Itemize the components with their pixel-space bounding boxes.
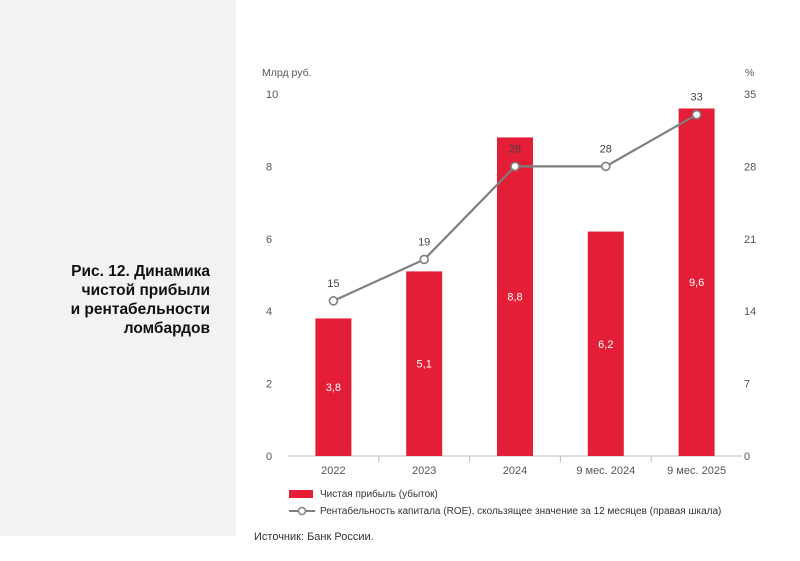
roe-line-series: 15 19 28 28 33 <box>327 92 703 306</box>
x-tick-label: 2022 <box>321 465 345 477</box>
bar <box>497 137 533 456</box>
bar <box>315 318 352 456</box>
roe-value-label: 15 <box>327 278 339 290</box>
y-right-tick-label: 21 <box>744 234 756 246</box>
x-tick-label: 2024 <box>503 465 527 477</box>
source-note: Источник: Банк России. <box>254 531 374 543</box>
caption-line: Рис. 12. Динамика <box>71 263 210 280</box>
y-left-tick-label: 2 <box>266 379 272 391</box>
legend-line-marker <box>297 506 307 516</box>
bar <box>587 231 624 456</box>
y-left-tick-label: 6 <box>266 234 272 246</box>
roe-value-label: 33 <box>690 92 702 104</box>
legend-line-label: Рентабельность капитала (ROE), скользяще… <box>320 505 721 517</box>
roe-point <box>691 109 702 120</box>
bar-value-label: 6,2 <box>598 339 613 351</box>
roe-point <box>510 161 520 172</box>
bar <box>678 108 715 456</box>
x-tick-label: 9 мес. 2025 <box>667 465 726 477</box>
bar-series: 3,8 5,1 8,8 6,2 9,6 <box>315 108 715 456</box>
caption-line: и рентабельности <box>70 301 210 318</box>
y-right-tick-label: 28 <box>744 161 756 173</box>
bar-value-label: 9,6 <box>689 277 704 289</box>
bar-value-label: 5,1 <box>417 359 432 371</box>
caption-line: чистой прибыли <box>81 282 210 299</box>
y-right-tick-label: 0 <box>744 451 750 463</box>
y-left-tick-label: 0 <box>266 451 272 463</box>
bar <box>406 271 443 456</box>
caption-line: ломбардов <box>123 320 210 337</box>
left-panel <box>0 0 236 536</box>
chart-legend: Чистая прибыль (убыток) Рентабельность ка… <box>289 488 721 517</box>
figure-caption: Рис. 12. Динамика чистой прибыли и рента… <box>71 262 210 338</box>
y-left-tick-label: 8 <box>266 161 272 173</box>
y-left-unit: Млрд руб. <box>262 67 312 79</box>
y-left-tick-label: 10 <box>266 89 278 101</box>
bar-value-label: 3,8 <box>326 382 341 394</box>
y-right-tick-label: 35 <box>744 89 756 101</box>
roe-point <box>419 254 430 265</box>
legend-bar-swatch <box>289 490 313 498</box>
roe-value-label: 28 <box>600 143 612 155</box>
bar-value-label: 8,8 <box>507 292 522 304</box>
roe-value-label: 19 <box>418 236 430 248</box>
y-right-unit: % <box>745 67 754 79</box>
roe-point <box>328 296 339 306</box>
y-left-tick-label: 4 <box>266 306 272 318</box>
y-right-tick-label: 14 <box>744 306 756 318</box>
roe-point <box>600 161 611 172</box>
legend-bar-label: Чистая прибыль (убыток) <box>320 488 438 500</box>
roe-value-label: 28 <box>509 143 521 155</box>
x-tick-label: 9 мес. 2024 <box>576 465 635 477</box>
x-tick-label: 2023 <box>412 465 436 477</box>
y-right-tick-label: 7 <box>744 379 750 391</box>
